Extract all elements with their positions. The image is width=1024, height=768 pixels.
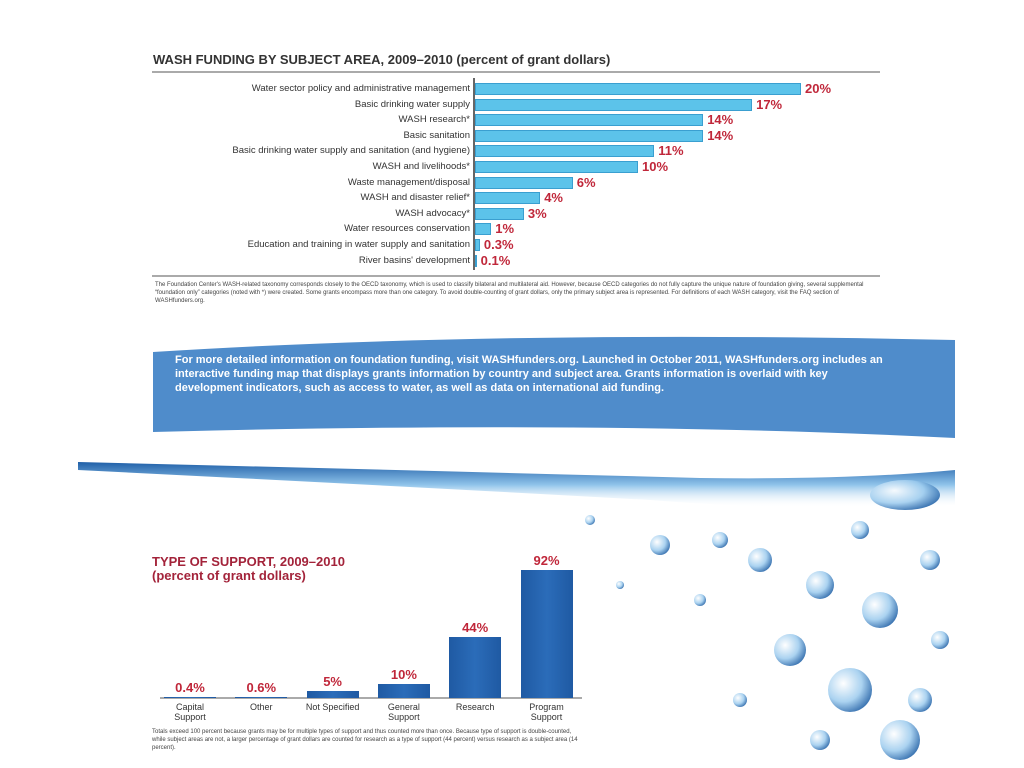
value-label: 1% bbox=[495, 221, 515, 237]
value-label: 20% bbox=[805, 81, 832, 96]
note: The Foundation Center's WASH-related tax… bbox=[155, 282, 864, 304]
bar bbox=[475, 83, 801, 95]
bar bbox=[306, 691, 359, 698]
category-label: Basic sanitation bbox=[403, 129, 470, 141]
bar bbox=[449, 636, 502, 698]
bubbles bbox=[585, 480, 949, 760]
bar bbox=[475, 207, 524, 220]
category-label: WASH and disaster relief* bbox=[360, 192, 470, 204]
bar bbox=[475, 176, 573, 189]
chart-title: TYPE OF SUPPORT, 2009–2010 bbox=[152, 554, 345, 569]
bar bbox=[475, 129, 704, 142]
category-label: Water resources conservation bbox=[344, 223, 470, 235]
value-label: 0.3% bbox=[483, 237, 514, 252]
value-label: 6% bbox=[576, 174, 596, 190]
category-label: Capital Support bbox=[174, 702, 206, 722]
category-label: Education and training in water supply a… bbox=[247, 239, 470, 250]
value-label: 92% bbox=[533, 553, 560, 568]
water-wave bbox=[78, 462, 955, 508]
bar bbox=[520, 570, 573, 698]
value-label: 3% bbox=[527, 205, 547, 221]
category-label: Waste management/disposal bbox=[347, 176, 470, 188]
chart-title: WASH FUNDING BY SUBJECT AREA, 2009–2010 … bbox=[153, 52, 611, 67]
bar bbox=[377, 684, 430, 698]
banner-shape bbox=[153, 336, 955, 438]
bar bbox=[235, 697, 288, 698]
category-label: Program Support bbox=[529, 702, 564, 722]
value-label: 0.4% bbox=[175, 680, 205, 695]
category-label: Research bbox=[455, 702, 495, 712]
value-label: 0.1% bbox=[480, 252, 511, 268]
chart-subtitle: (percent of grant dollars) bbox=[152, 568, 306, 583]
category-label: General Support bbox=[387, 702, 420, 722]
value-label: 10% bbox=[390, 667, 417, 683]
bar bbox=[475, 114, 704, 127]
category-label: WASH advocacy* bbox=[395, 207, 470, 219]
value-label: 4% bbox=[544, 190, 563, 206]
value-label: 11% bbox=[658, 143, 684, 159]
bar bbox=[475, 223, 492, 236]
bar bbox=[475, 161, 638, 173]
bar bbox=[475, 192, 541, 205]
category-label: WASH research* bbox=[398, 114, 470, 126]
category-label: Water sector policy and administrative m… bbox=[251, 83, 470, 94]
category-label: Basic drinking water supply and sanitati… bbox=[232, 145, 470, 157]
bar bbox=[475, 145, 655, 158]
bar bbox=[164, 697, 216, 698]
value-label: 5% bbox=[323, 674, 342, 690]
bar bbox=[475, 239, 480, 251]
value-label: 44% bbox=[462, 619, 489, 635]
value-label: 14% bbox=[707, 127, 734, 143]
value-label: 0.6% bbox=[246, 680, 277, 695]
category-label: WASH and livelihoods* bbox=[372, 161, 470, 172]
category-label: Not Specified bbox=[305, 702, 360, 712]
banner-text: For more detailed information on foundat… bbox=[175, 354, 883, 394]
bar bbox=[475, 254, 477, 267]
note: Totals exceed 100 percent because grants… bbox=[152, 729, 578, 751]
category-label: River basins' development bbox=[358, 254, 470, 266]
value-label: 10% bbox=[642, 159, 669, 174]
category-label: Basic drinking water supply bbox=[354, 98, 470, 110]
category-label: Other bbox=[250, 702, 273, 712]
value-label: 14% bbox=[707, 112, 734, 128]
bar bbox=[475, 98, 753, 111]
value-label: 17% bbox=[756, 96, 783, 112]
